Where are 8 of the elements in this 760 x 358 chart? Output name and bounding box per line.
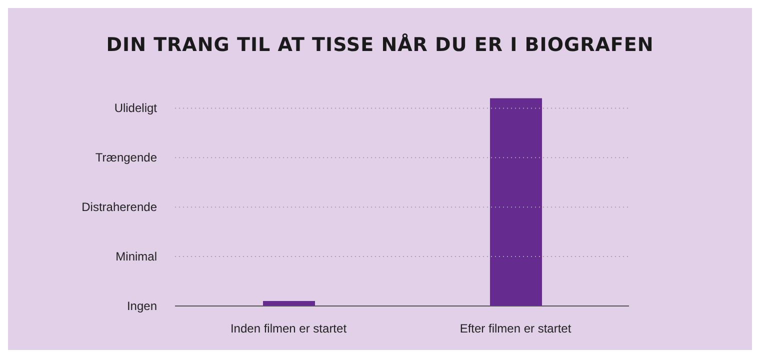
x-tick-label: Efter filmen er startet [460,322,572,336]
chart-title: DIN TRANG TIL AT TISSE NÅR DU ER I BIOGRAFEN [105,32,655,56]
ref-line-label: Ulideligt [114,101,158,116]
ref-line-label: Trængende [95,150,158,165]
ref-line-label: Distraherende [82,200,158,214]
ref-line-label: Minimal [116,250,157,264]
x-tick-label: Inden filmen er startet [230,322,348,336]
text: Ingen [126,299,157,313]
